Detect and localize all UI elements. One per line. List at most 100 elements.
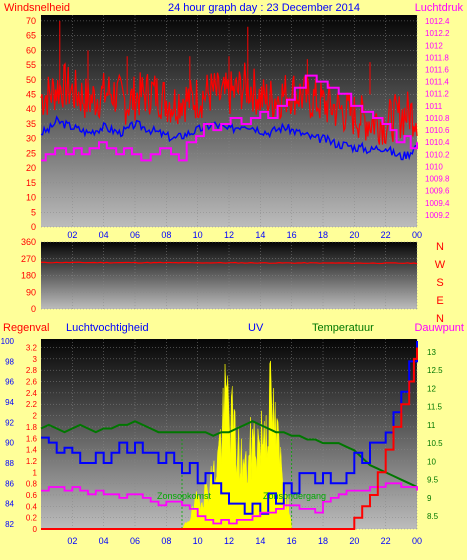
pressure-tick-label: 1011 xyxy=(425,102,443,111)
pressure-tick-label: 1009.4 xyxy=(425,199,450,208)
wind-tick-label: 50 xyxy=(26,75,36,85)
wind-x-tick-label: 22 xyxy=(381,230,391,240)
pressure-tick-label: 1010.4 xyxy=(425,138,450,147)
uv-area xyxy=(181,360,292,530)
pressure-tick-label: 1011.8 xyxy=(425,53,449,62)
rain-tick-label: 1.4 xyxy=(26,446,38,455)
climate-x-tick-label: 08 xyxy=(161,536,171,546)
climate-x-tick-label: 06 xyxy=(130,536,140,546)
wind-tick-label: 0 xyxy=(31,222,36,232)
pressure-tick-label: 1009.2 xyxy=(425,211,450,220)
rain-tick-label: 2.6 xyxy=(26,378,38,387)
climate-x-tick-label: 16 xyxy=(287,536,297,546)
panel-direction-series xyxy=(40,261,418,265)
humidity-tick-label: 82 xyxy=(5,520,14,529)
humidity-line xyxy=(41,341,418,515)
wind-tick-label: 15 xyxy=(26,178,36,188)
humidity-tick-label: 96 xyxy=(5,378,14,387)
rain-tick-label: 0.2 xyxy=(26,514,38,523)
compass-label: S xyxy=(436,277,443,289)
wind-tick-label: 40 xyxy=(26,104,36,114)
panel-climate-series xyxy=(40,341,418,530)
humidity-tick-label: 100 xyxy=(1,337,15,346)
compass-label: E xyxy=(436,295,443,307)
pressure-tick-label: 1009.8 xyxy=(425,175,450,184)
pressure-tick-label: 1010 xyxy=(425,162,443,171)
temperature-tick-label: 9 xyxy=(427,494,432,503)
temperature-tick-label: 12.5 xyxy=(427,366,443,375)
climate-x-tick-label: 02 xyxy=(67,536,77,546)
wind-x-tick-label: 00 xyxy=(412,230,422,240)
rain-tick-label: 0 xyxy=(33,525,38,534)
rain-tick-label: 1.8 xyxy=(26,423,38,432)
pressure-line xyxy=(41,74,418,162)
rain-axis-label: Regenval xyxy=(3,322,49,334)
pressure-tick-label: 1012 xyxy=(425,41,443,50)
temperature-tick-label: 9.5 xyxy=(427,476,439,485)
temperature-tick-label: 12 xyxy=(427,384,436,393)
wind-average-line xyxy=(40,115,418,161)
humidity-axis-label: Luchtvochtigheid xyxy=(66,322,149,334)
rain-tick-label: 2 xyxy=(33,412,38,421)
pressure-tick-label: 1010.6 xyxy=(425,126,450,135)
pressure-tick-label: 1010.8 xyxy=(425,114,450,123)
wind-x-tick-label: 02 xyxy=(67,230,77,240)
rain-tick-label: 1.6 xyxy=(26,434,38,443)
wind-x-tick-label: 04 xyxy=(99,230,109,240)
wind-x-tick-label: 06 xyxy=(130,230,140,240)
climate-x-tick-label: 10 xyxy=(193,536,203,546)
panel-wind-axes: 0 5 10 15 20 25 30 35 40 45 50 55 60 65 70 1009.2 1009.4… xyxy=(26,16,450,240)
rain-tick-label: 3 xyxy=(33,355,38,364)
wind-gust-line xyxy=(40,62,418,145)
wind-tick-label: 35 xyxy=(26,119,36,129)
wind-axis-label: Windsnelheid xyxy=(4,2,70,14)
direction-tick-label: 360 xyxy=(21,237,36,247)
rain-tick-label: 3.2 xyxy=(26,344,38,353)
wind-tick-label: 5 xyxy=(31,207,36,217)
compass-label: N xyxy=(436,313,444,325)
panel-wind-series xyxy=(40,20,418,162)
wind-tick-label: 20 xyxy=(26,163,36,173)
pressure-tick-label: 1011.4 xyxy=(425,78,449,87)
sunrise-label: Zonsopkomst xyxy=(157,491,212,501)
wind-tick-label: 70 xyxy=(26,16,36,26)
climate-x-tick-label: 12 xyxy=(224,536,234,546)
wind-x-tick-label: 18 xyxy=(318,230,328,240)
pressure-tick-label: 1009.6 xyxy=(425,187,450,196)
pressure-tick-label: 1011.6 xyxy=(425,66,449,75)
direction-tick-label: 90 xyxy=(26,287,36,297)
rain-tick-label: 2.8 xyxy=(26,366,38,375)
panel-climate-axes: 0 0.2 0.4 0.6 0.8 1 1.2 1.4 1.6 1.8 2 2.2 2.4 2.6 2.8 3… xyxy=(1,337,443,546)
wind-x-tick-label: 12 xyxy=(224,230,234,240)
panel-direction-grid xyxy=(41,241,418,310)
rain-tick-label: 2.4 xyxy=(26,389,38,398)
wind-tick-label: 60 xyxy=(26,45,36,55)
wind-tick-label: 25 xyxy=(26,148,36,158)
uv-axis-label: UV xyxy=(248,322,264,334)
pressure-tick-label: 1011.2 xyxy=(425,90,449,99)
pressure-axis-label: Luchtdruk xyxy=(415,2,464,14)
climate-x-tick-label: 22 xyxy=(381,536,391,546)
temperature-tick-label: 10 xyxy=(427,457,436,466)
panel-wind-grid xyxy=(41,15,418,228)
wind-direction-line xyxy=(40,261,418,265)
humidity-tick-label: 86 xyxy=(5,479,14,488)
wind-x-tick-label: 08 xyxy=(161,230,171,240)
temperature-line xyxy=(40,420,418,488)
wind-x-tick-label: 10 xyxy=(193,230,203,240)
rain-tick-label: 1 xyxy=(33,468,38,477)
rain-line xyxy=(41,347,418,530)
wind-tick-label: 45 xyxy=(26,90,36,100)
humidity-tick-label: 84 xyxy=(5,500,14,509)
wind-x-tick-label: 20 xyxy=(349,230,359,240)
humidity-tick-label: 88 xyxy=(5,459,14,468)
wind-x-tick-label: 16 xyxy=(287,230,297,240)
compass-label: N xyxy=(436,241,444,253)
pressure-tick-label: 1010.2 xyxy=(425,150,450,159)
rain-tick-label: 2.2 xyxy=(26,400,38,409)
direction-tick-label: 180 xyxy=(21,271,36,281)
humidity-tick-label: 98 xyxy=(5,357,14,366)
wind-tick-label: 65 xyxy=(26,31,36,41)
